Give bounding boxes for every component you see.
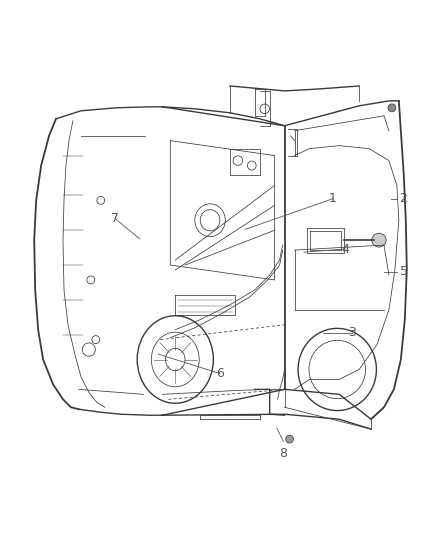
Ellipse shape	[388, 104, 396, 112]
Text: 1: 1	[329, 192, 337, 205]
Text: 3: 3	[348, 326, 356, 340]
Text: 8: 8	[279, 447, 287, 459]
Text: 7: 7	[111, 212, 120, 225]
Ellipse shape	[372, 233, 386, 247]
Ellipse shape	[286, 435, 293, 443]
Text: 6: 6	[216, 367, 224, 380]
Text: 4: 4	[341, 243, 349, 255]
Text: 5: 5	[399, 265, 407, 278]
Text: 2: 2	[399, 192, 407, 205]
